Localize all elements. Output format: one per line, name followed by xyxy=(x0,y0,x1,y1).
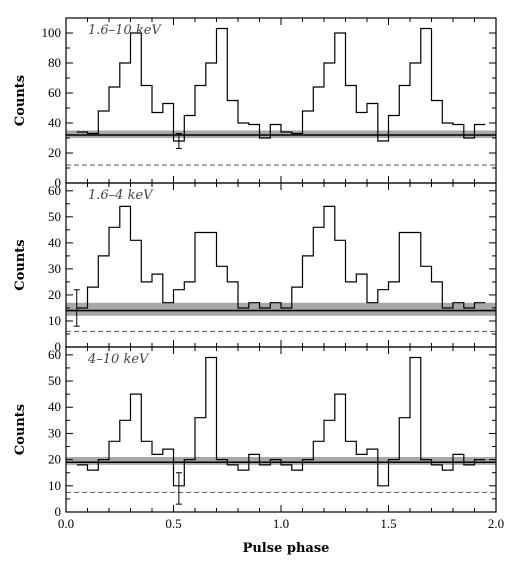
y-tick-label: 40 xyxy=(48,235,61,250)
panel-energy-label: 4–10 keV xyxy=(87,352,150,367)
panel-energy-label: 1.6–10 keV xyxy=(88,23,162,38)
y-tick-label: 60 xyxy=(48,183,61,198)
panel-3: 0 10 20 30 40 50 60 4–10 keV Counts xyxy=(13,346,497,519)
x-axis-title: Pulse phase xyxy=(243,541,330,556)
y-tick-label: 10 xyxy=(48,478,61,493)
y-tick-label: 50 xyxy=(48,373,61,388)
y-tick-label: 20 xyxy=(48,145,61,160)
y-tick-label: 40 xyxy=(48,399,61,414)
panel-frame xyxy=(65,346,497,513)
x-tick-label: 1.5 xyxy=(380,516,396,531)
y-tick-label: 20 xyxy=(48,452,61,467)
y-tick-label: 30 xyxy=(48,425,61,440)
y-tick-label: 20 xyxy=(48,287,61,302)
histogram-line xyxy=(76,27,486,142)
panel-energy-label: 1.6–4 keV xyxy=(88,188,154,203)
x-tick-label: 1.0 xyxy=(273,516,289,531)
panel-1: 0 20 40 60 80 100 1.6–10 keV Counts xyxy=(13,17,497,190)
y-tick-label: 0 xyxy=(55,175,62,190)
y-axis-title: Counts xyxy=(13,75,28,126)
y-tick-label: 60 xyxy=(48,347,61,362)
y-tick-label: 40 xyxy=(48,115,61,130)
y-tick-label: 0 xyxy=(55,339,62,354)
y-tick-label: 100 xyxy=(42,25,62,40)
y-tick-label: 0 xyxy=(55,504,62,519)
histogram-line xyxy=(76,356,486,487)
y-tick-label: 80 xyxy=(48,55,61,70)
y-axis-title: Counts xyxy=(13,404,28,455)
x-tick-label: 0.0 xyxy=(58,516,74,531)
x-tick-labels: 0.0 0.5 1.0 1.5 2.0 xyxy=(58,516,504,531)
x-tick-label: 2.0 xyxy=(488,516,504,531)
y-tick-label: 50 xyxy=(48,209,61,224)
x-tick-label: 0.5 xyxy=(165,516,181,531)
y-tick-label: 10 xyxy=(48,313,61,328)
background-band xyxy=(66,302,496,316)
y-tick-label: 60 xyxy=(48,85,61,100)
histogram-line xyxy=(76,205,486,309)
panel-2: 0 10 20 30 40 50 60 1.6–4 keV Counts xyxy=(13,182,497,354)
y-axis-title: Counts xyxy=(13,239,28,290)
y-tick-label: 30 xyxy=(48,261,61,276)
